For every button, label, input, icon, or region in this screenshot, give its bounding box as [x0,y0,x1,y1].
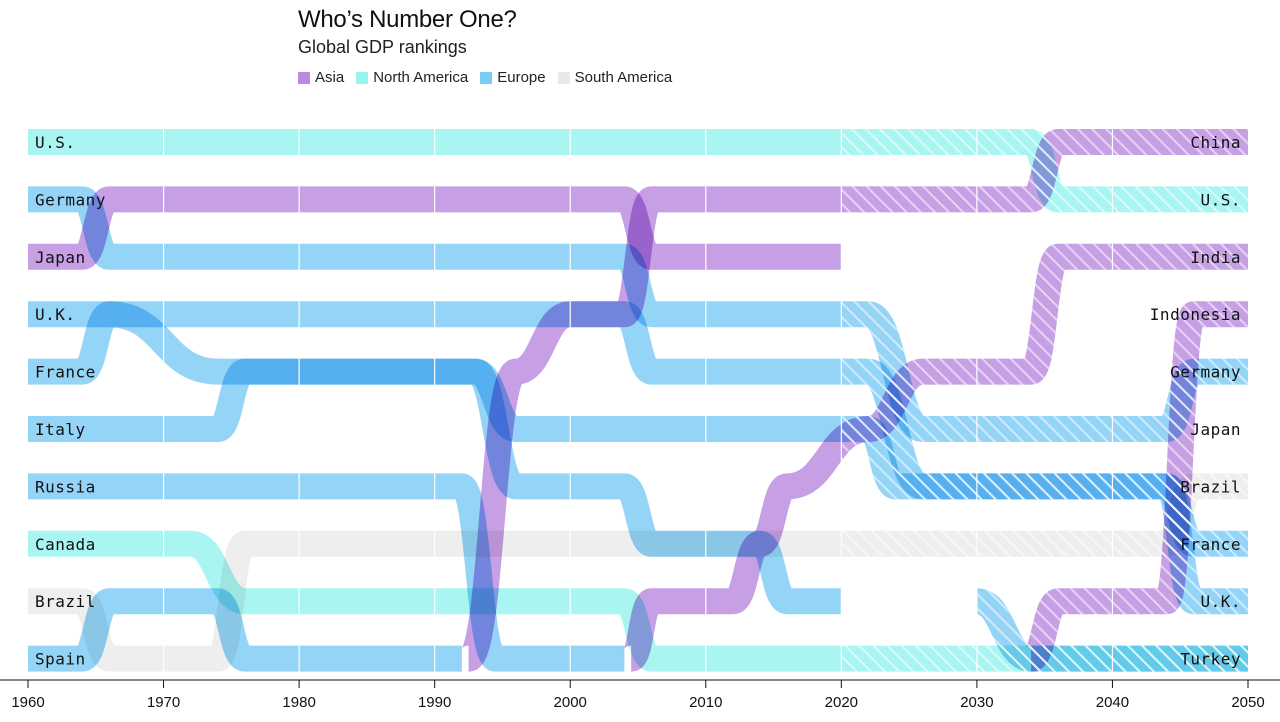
left-label: Japan [35,248,86,267]
left-label: U.K. [35,305,76,324]
lane-hatch-russia [28,486,624,658]
legend-label: Asia [315,69,345,86]
x-tick-label: 2020 [825,694,858,711]
legend-label: Europe [497,69,546,86]
legend-label: South America [574,69,673,86]
legend-swatch [298,71,310,84]
chart-title: Who’s Number One? [298,6,517,33]
lane-hatch-india [841,243,1248,462]
legend-swatch [356,71,369,84]
row-labels-layer: U.S. Germany Japan U.K. France Italy Russia Can… [35,133,1241,669]
lanes-layer [28,129,1248,672]
right-label: China [1190,133,1241,152]
chart-subtitle: Global GDP rankings [298,37,467,57]
legend-swatch [557,71,570,84]
left-label: Canada [35,535,96,554]
lane-hatch-china [841,129,1248,213]
projection-hatch [28,129,1248,672]
legend-swatch [480,71,493,84]
x-tick-label: 2030 [960,694,993,711]
lane-hatch-indonesia [1024,301,1248,672]
right-label: Germany [1170,363,1241,382]
left-label: Italy [35,420,86,439]
x-tick-label: 2040 [1096,694,1129,711]
x-tick-label: 1990 [418,694,451,711]
legend-item-europe: Europe [480,69,546,86]
right-label: Japan [1190,420,1241,439]
x-tick-label: 1970 [147,694,180,711]
x-tick-label: 2000 [554,694,587,711]
left-label: France [35,363,96,382]
lane-china [460,129,1248,672]
right-label: India [1190,248,1241,267]
right-label: Brazil [1180,477,1241,496]
legend-item-north-america: North America [356,69,468,86]
legend-item-south-america: South America [557,69,673,86]
x-tick-label: 2050 [1231,694,1264,711]
grid-layer [162,128,1114,672]
right-label: U.K. [1200,592,1241,611]
left-label: Russia [35,477,96,496]
legend-label: North America [373,69,469,86]
x-axis: 1960 1970 1980 1990 2000 2010 2020 2030 2040 2050 [0,679,1280,711]
left-label: U.S. [35,133,76,152]
lane-russia [28,473,625,672]
right-label: Turkey [1180,650,1241,669]
right-label: Indonesia [1150,305,1241,324]
left-label: Brazil [35,592,96,611]
left-label: Germany [35,190,106,209]
x-tick-label: 1980 [282,694,315,711]
x-tick-label: 1960 [11,694,44,711]
right-label: U.S. [1200,190,1241,209]
left-label: Spain [35,650,86,669]
x-tick-label: 2010 [689,694,722,711]
lane-hatch-turkey [974,588,1248,672]
right-label: France [1180,535,1241,554]
legend-item-asia: Asia [298,69,344,86]
legend: Asia North America Europe South America [298,69,672,86]
